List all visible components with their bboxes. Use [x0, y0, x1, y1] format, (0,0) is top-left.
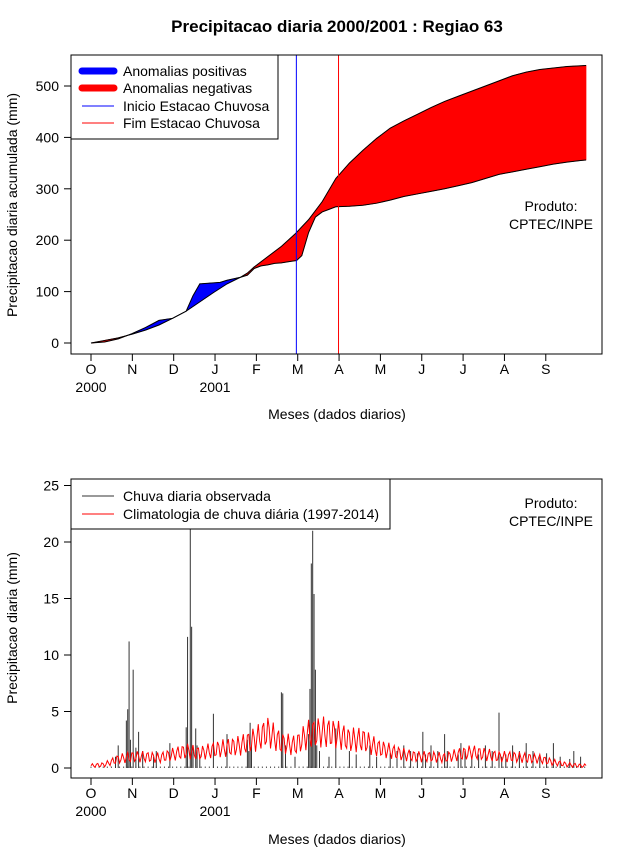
x-tick-label: O — [86, 785, 97, 801]
y-tick-label: 15 — [43, 591, 59, 607]
y-tick-label: 400 — [36, 129, 60, 145]
x-tick-label: J — [418, 785, 425, 801]
y-axis: 0 5 10 15 20 25 — [43, 478, 72, 776]
year-label: 2000 — [75, 803, 106, 819]
product-label: Produto: — [525, 495, 578, 511]
legend: Anomalias positivas Anomalias negativas … — [70, 54, 279, 140]
product-label: Produto: — [525, 198, 578, 214]
legend-label-positive: Anomalias positivas — [123, 63, 247, 79]
x-tick-label: M — [375, 785, 387, 801]
x-tick-label: N — [127, 361, 137, 377]
climatology-line-group — [90, 716, 587, 769]
y-tick-label: 5 — [51, 704, 59, 720]
legend-label-climatology: Climatologia de chuva diária (1997-2014) — [123, 506, 379, 522]
x-tick-label: A — [500, 361, 510, 377]
y-tick-label: 500 — [36, 78, 60, 94]
product-source: CPTEC/INPE — [509, 513, 593, 529]
climatology_cumulative-line — [90, 64, 587, 344]
y-axis-label: Precipitacao diaria acumulada (mm) — [4, 93, 20, 317]
year-label: 2001 — [199, 379, 230, 395]
x-tick-label: M — [375, 361, 387, 377]
x-tick-label: S — [541, 785, 550, 801]
x-tick-label: S — [541, 361, 550, 377]
y-tick-label: 10 — [43, 647, 59, 663]
x-tick-label: M — [292, 361, 304, 377]
x-tick-label: N — [127, 785, 137, 801]
x-tick-label: D — [169, 785, 179, 801]
y-tick-label: 20 — [43, 534, 59, 550]
x-tick-label: A — [500, 785, 510, 801]
x-axis: O N D J F M A M J J A S 2000 2001 — [75, 353, 550, 395]
year-label: 2001 — [199, 803, 230, 819]
figure-title: Precipitacao diaria 2000/2001 : Regiao 6… — [171, 17, 503, 36]
negative-anomaly-segment — [584, 65, 587, 161]
legend-box — [70, 54, 279, 140]
y-tick-label: 100 — [36, 284, 60, 300]
x-tick-label: M — [292, 785, 304, 801]
x-tick-label: O — [86, 361, 97, 377]
legend-box — [70, 478, 391, 530]
y-tick-label: 25 — [43, 478, 59, 494]
x-tick-label: A — [334, 785, 344, 801]
y-axis-label: Precipitacao diaria (mm) — [4, 552, 20, 704]
cumulative-lines — [90, 64, 587, 344]
y-tick-label: 0 — [51, 760, 59, 776]
year-label: 2000 — [75, 379, 106, 395]
y-tick-label: 300 — [36, 181, 60, 197]
legend: Chuva diaria observada Climatologia de c… — [70, 478, 391, 530]
daily-chart: 0 5 10 15 20 25 O N D J F M A M J J A S 2000 2001 Precipit… — [4, 478, 603, 847]
x-tick-label: J — [418, 361, 425, 377]
legend-label-end: Fim Estacao Chuvosa — [123, 115, 260, 131]
y-tick-label: 200 — [36, 232, 60, 248]
x-tick-label: A — [334, 361, 344, 377]
x-tick-label: D — [169, 361, 179, 377]
x-tick-label: J — [460, 361, 467, 377]
x-tick-label: J — [212, 785, 219, 801]
observed-bars — [90, 525, 586, 768]
x-tick-label: F — [252, 361, 261, 377]
product-source: CPTEC/INPE — [509, 216, 593, 232]
x-tick-label: J — [212, 361, 219, 377]
x-tick-label: J — [460, 785, 467, 801]
x-axis-label: Meses (dados diarios) — [268, 831, 406, 847]
y-tick-label: 0 — [51, 335, 59, 351]
y-axis: 0 100 200 300 400 500 — [36, 78, 72, 351]
climatology-line — [90, 716, 587, 769]
legend-label-observed: Chuva diaria observada — [123, 488, 271, 504]
x-axis: O N D J F M A M J J A S 2000 2001 — [75, 777, 550, 819]
observed_cumulative-line — [90, 159, 587, 344]
legend-label-negative: Anomalias negativas — [123, 80, 252, 96]
x-tick-label: F — [252, 785, 261, 801]
x-axis-label: Meses (dados diarios) — [268, 406, 406, 422]
cumulative-chart: 0 100 200 300 400 500 O N D J F M A M J J A S 2000 2001 Pr… — [4, 54, 603, 422]
legend-label-start: Inicio Estacao Chuvosa — [123, 98, 270, 114]
